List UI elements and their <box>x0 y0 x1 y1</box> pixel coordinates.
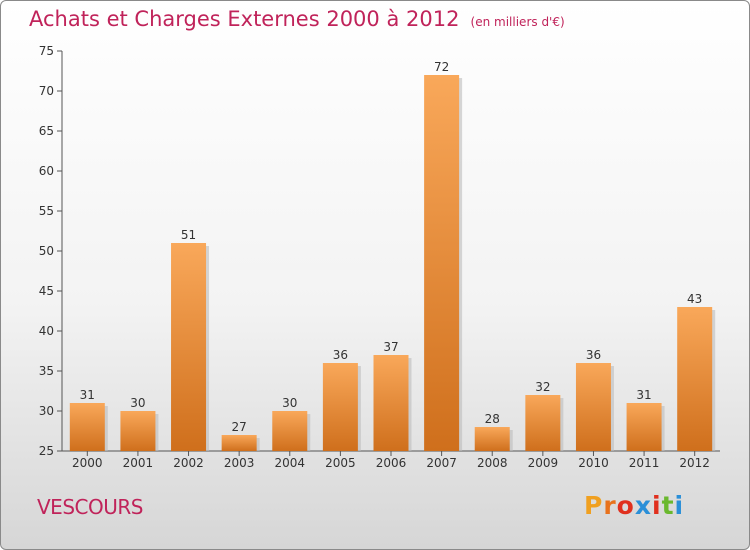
proxiti-logo[interactable]: Proxiti <box>584 491 684 520</box>
data-label: 43 <box>687 292 702 306</box>
y-tick-label: 70 <box>39 84 54 98</box>
x-tick-label: 2009 <box>528 456 559 470</box>
data-label: 32 <box>535 380 550 394</box>
x-tick-label: 2011 <box>629 456 660 470</box>
data-label: 36 <box>586 348 601 362</box>
x-tick-label: 2006 <box>376 456 407 470</box>
y-tick-label: 75 <box>39 44 54 58</box>
data-label: 51 <box>181 228 196 242</box>
y-tick-label: 65 <box>39 124 54 138</box>
bar <box>424 75 460 451</box>
commune-name: VESCOURS <box>37 495 143 519</box>
logo-letter: x <box>634 491 652 520</box>
bar <box>474 427 510 451</box>
logo-letter: i <box>674 491 685 520</box>
data-label: 36 <box>333 348 348 362</box>
y-tick-label: 40 <box>39 324 54 338</box>
bar <box>221 435 257 451</box>
data-label: 28 <box>485 412 500 426</box>
y-tick-label: 50 <box>39 244 54 258</box>
bar <box>171 243 207 451</box>
logo-letter: t <box>661 491 675 520</box>
bar <box>626 403 662 451</box>
x-tick-label: 2005 <box>325 456 356 470</box>
data-label: 30 <box>282 396 297 410</box>
bar <box>525 395 561 451</box>
bar <box>120 411 156 451</box>
bar <box>575 363 611 451</box>
y-tick-label: 25 <box>39 444 54 458</box>
data-label: 31 <box>636 388 651 402</box>
x-tick-label: 2001 <box>123 456 154 470</box>
bar <box>272 411 308 451</box>
bar <box>373 355 409 451</box>
chart-subtitle: (en milliers d'€) <box>470 15 565 29</box>
y-tick-label: 45 <box>39 284 54 298</box>
x-tick-label: 2008 <box>477 456 508 470</box>
x-tick-label: 2002 <box>173 456 204 470</box>
y-tick-label: 35 <box>39 364 54 378</box>
x-tick-label: 2000 <box>72 456 103 470</box>
data-label: 30 <box>130 396 145 410</box>
data-label: 72 <box>434 60 449 74</box>
y-tick-label: 30 <box>39 404 54 418</box>
x-tick-label: 2004 <box>274 456 305 470</box>
logo-letter: P <box>584 491 604 520</box>
x-tick-label: 2007 <box>426 456 457 470</box>
x-tick-label: 2012 <box>679 456 710 470</box>
bar <box>677 307 713 451</box>
x-tick-label: 2010 <box>578 456 609 470</box>
x-tick-label: 2003 <box>224 456 255 470</box>
data-label: 37 <box>383 340 398 354</box>
bar <box>69 403 105 451</box>
chart-title: Achats et Charges Externes 2000 à 2012 (… <box>29 7 565 31</box>
y-tick-label: 60 <box>39 164 54 178</box>
y-tick-label: 55 <box>39 204 54 218</box>
data-label: 31 <box>80 388 95 402</box>
logo-letter: r <box>603 491 617 520</box>
data-label: 27 <box>232 420 247 434</box>
logo-letter: o <box>616 491 635 520</box>
bar <box>322 363 358 451</box>
chart-title-text: Achats et Charges Externes 2000 à 2012 <box>29 7 460 31</box>
logo-letter: i <box>652 491 662 520</box>
